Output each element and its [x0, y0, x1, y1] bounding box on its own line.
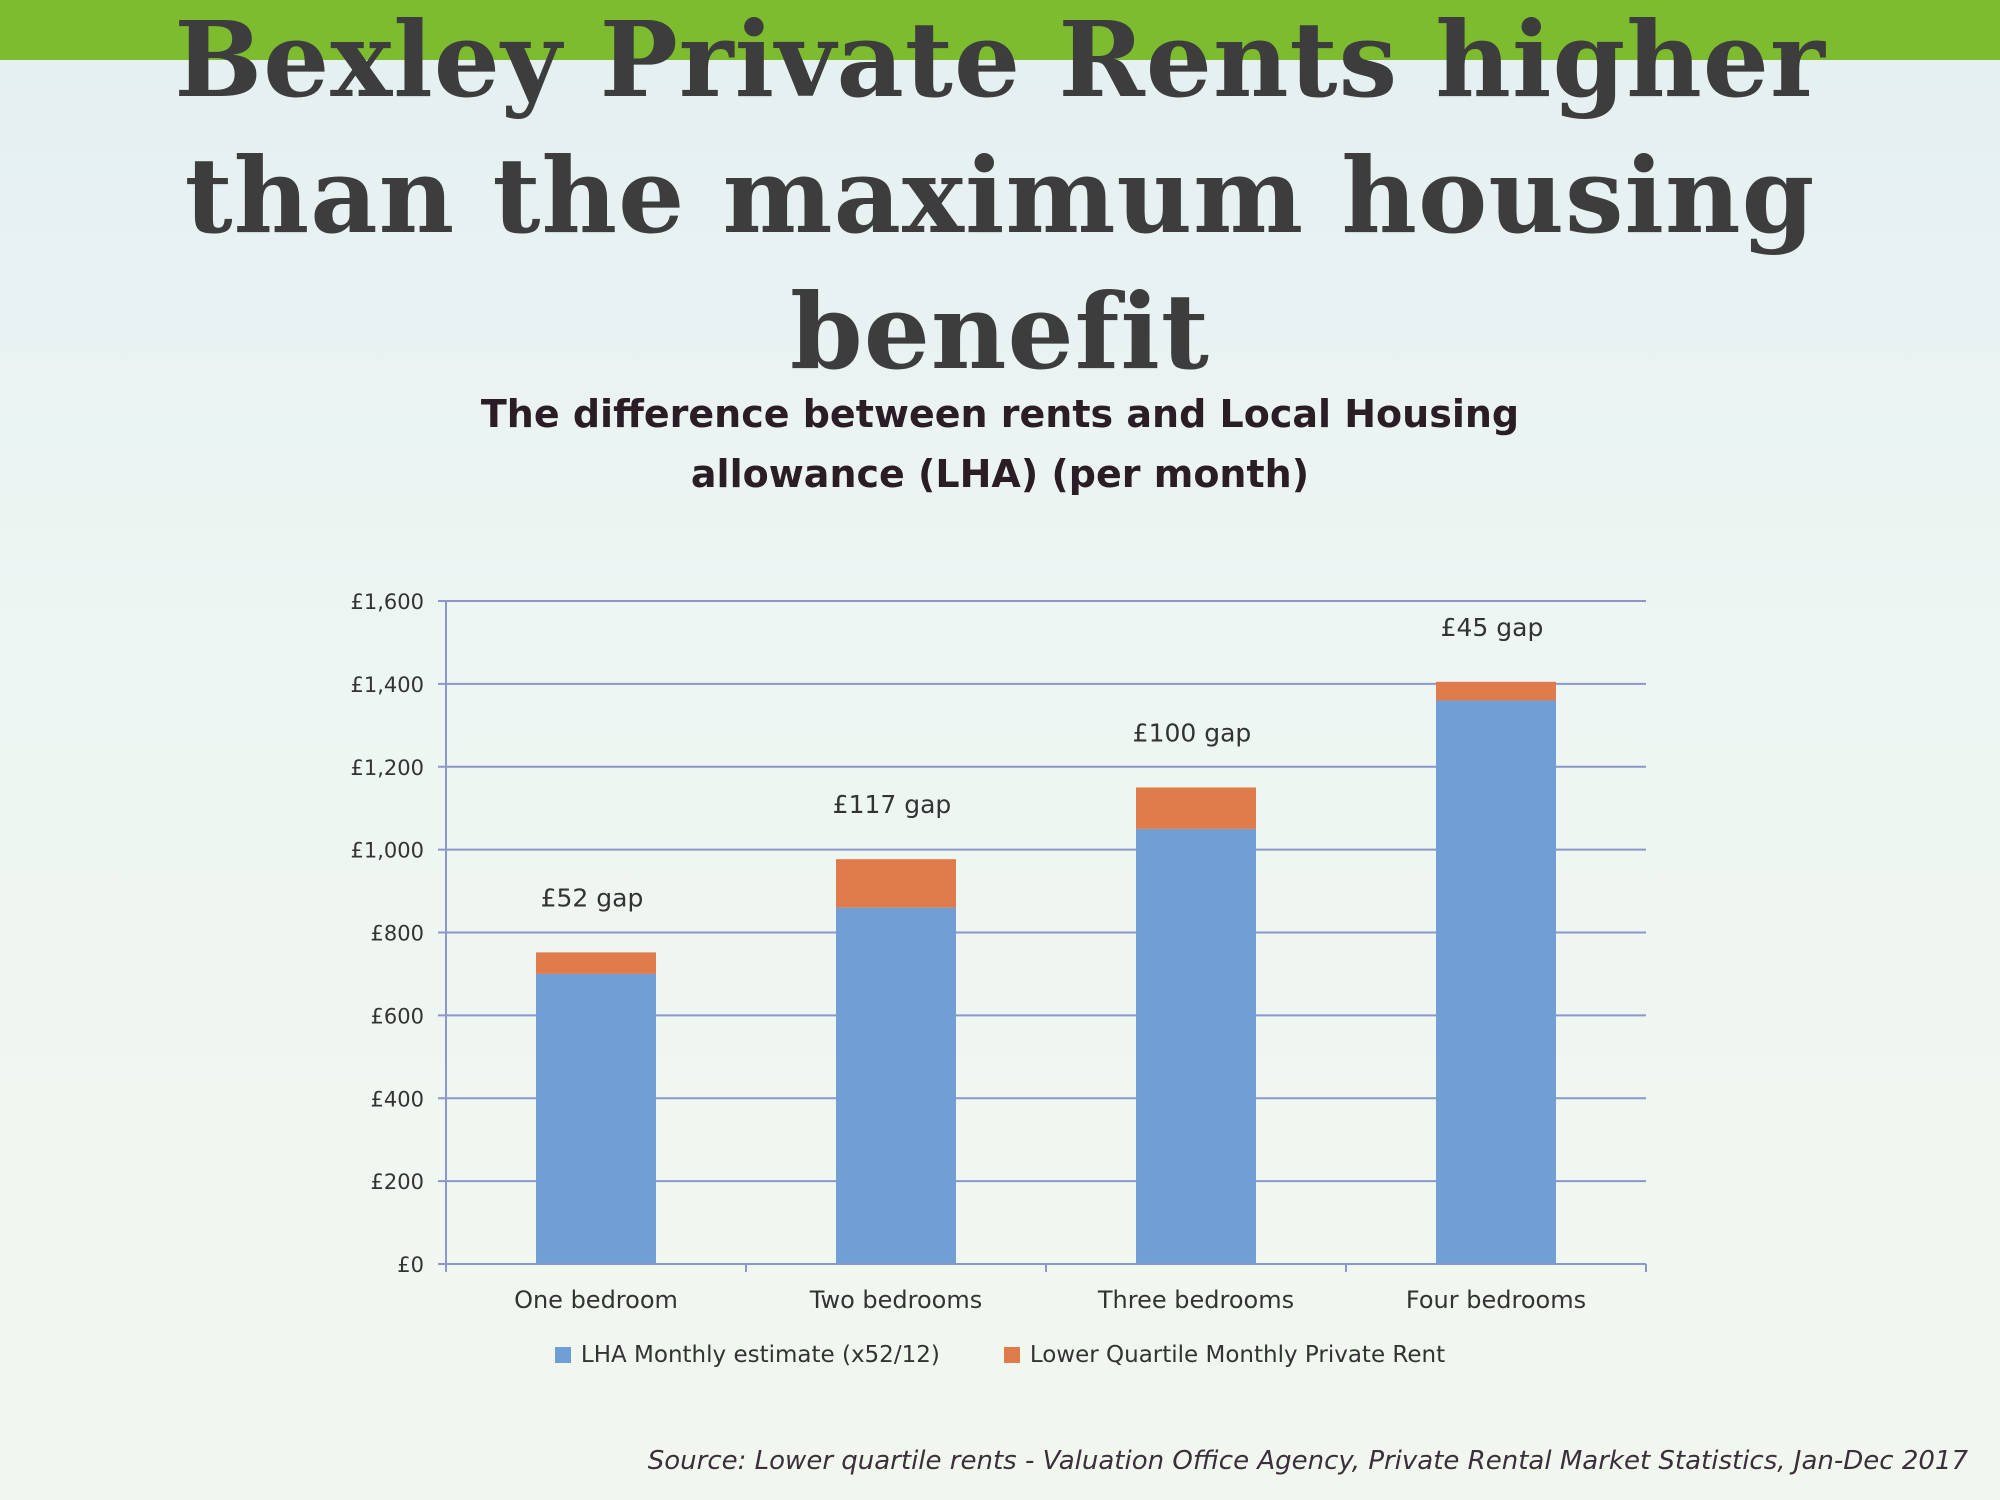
legend-swatch-lha	[554, 1347, 571, 1363]
header-band	[0, 0, 2000, 60]
chart-title: The difference between rents and Local H…	[0, 384, 2000, 504]
slide-title: Bexley Private Rents higher than the max…	[0, 0, 2000, 400]
category-label: One bedroom	[514, 1286, 678, 1314]
gap-data-label: £52 gap	[541, 883, 644, 912]
y-tick-label: £1,600	[351, 590, 424, 614]
bar-rent-gap	[1436, 681, 1556, 701]
bar-lha	[836, 907, 956, 1264]
y-tick-label: £400	[371, 1087, 424, 1111]
y-tick-label: £600	[371, 1004, 424, 1028]
slide-title-line: Bexley Private Rents higher	[174, 0, 1826, 121]
legend-label-rent: Lower Quartile Monthly Private Rent	[1029, 1342, 1446, 1368]
gap-data-label: £117 gap	[833, 790, 952, 819]
chart-axes: £0 £200 £400 £600 £800 £1,000 £1,200 £1,400 £1,6…	[351, 590, 1647, 1277]
y-tick-label: £200	[371, 1170, 424, 1194]
chart-title-line: The difference between rents and Local H…	[480, 392, 1520, 436]
bar-lha	[536, 973, 656, 1264]
chart-title-line: allowance (LHA) (per month)	[690, 452, 1310, 496]
chart-bars	[536, 681, 1556, 1264]
y-tick-label: £1,400	[351, 673, 424, 697]
category-label: Three bedrooms	[1097, 1286, 1294, 1314]
category-label: Two bedrooms	[809, 1286, 982, 1314]
slide-title-line: than the maximum housing	[184, 134, 1816, 257]
bar-rent-gap	[1136, 787, 1256, 829]
category-label: Four bedrooms	[1406, 1286, 1586, 1314]
y-tick-label: £1,200	[351, 756, 424, 780]
legend-swatch-rent	[1003, 1347, 1020, 1363]
gap-data-label: £45 gap	[1441, 613, 1544, 642]
legend-item-lha: LHA Monthly estimate (x52/12)	[554, 1342, 940, 1368]
gap-data-label: £100 gap	[1133, 718, 1252, 747]
y-tick-label: £0	[397, 1253, 424, 1277]
bar-lha	[1136, 828, 1256, 1264]
source-note: Source: Lower quartile rents - Valuation…	[647, 1446, 1968, 1476]
legend-label-lha: LHA Monthly estimate (x52/12)	[580, 1342, 940, 1368]
bar-rent-gap	[836, 859, 956, 908]
legend-item-rent: Lower Quartile Monthly Private Rent	[1003, 1342, 1446, 1368]
chart-labels: £52 gap One bedroom £117 gap Two bedrooms £1…	[514, 613, 1586, 1314]
slide-title-line: benefit	[790, 270, 1210, 393]
y-tick-label: £1,000	[351, 839, 424, 863]
bar-rent-gap	[536, 952, 656, 974]
y-tick-label: £800	[371, 922, 424, 946]
chart-legend: LHA Monthly estimate (x52/12) Lower Quar…	[0, 1342, 2000, 1368]
bar-lha	[1436, 700, 1556, 1264]
